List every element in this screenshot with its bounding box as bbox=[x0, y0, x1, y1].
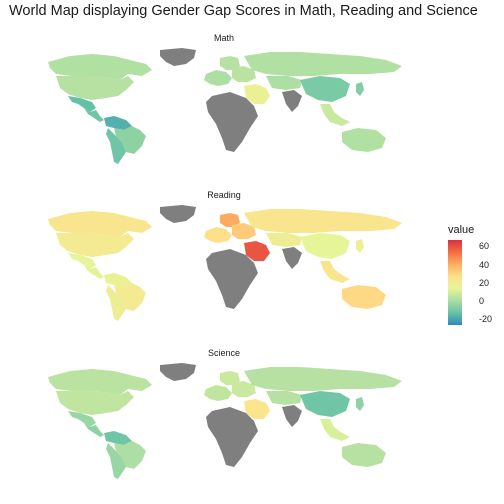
region-southeast-asia bbox=[320, 104, 350, 126]
region-central-america bbox=[84, 108, 104, 122]
region-southern-cone bbox=[106, 128, 126, 164]
legend-color-bar bbox=[448, 240, 462, 325]
region-central-america bbox=[84, 265, 104, 279]
map-panel-reading bbox=[30, 203, 418, 321]
map-svg-math bbox=[48, 48, 402, 164]
region-greenland bbox=[160, 48, 196, 66]
region-central-asia bbox=[266, 76, 302, 90]
region-northern-south-america bbox=[104, 431, 132, 445]
region-brazil bbox=[114, 126, 146, 154]
region-china bbox=[300, 76, 350, 102]
region-russia bbox=[244, 367, 402, 391]
region-india bbox=[282, 247, 302, 269]
region-russia bbox=[244, 209, 402, 233]
region-scandinavia bbox=[220, 371, 240, 385]
region-europe-west bbox=[204, 70, 232, 86]
panel-label-reading: Reading bbox=[207, 190, 241, 200]
map-panel-science bbox=[30, 361, 418, 479]
region-central-asia bbox=[266, 233, 302, 247]
region-australia bbox=[342, 443, 386, 467]
region-africa bbox=[206, 249, 258, 309]
legend-tick-mark bbox=[462, 247, 465, 249]
region-middle-east bbox=[244, 241, 270, 261]
region-scandinavia bbox=[220, 56, 240, 70]
region-southern-cone bbox=[106, 443, 126, 479]
region-africa bbox=[206, 407, 258, 467]
region-greenland bbox=[160, 363, 196, 381]
region-china bbox=[300, 233, 350, 259]
region-eastern-europe bbox=[232, 223, 256, 239]
region-southern-cone bbox=[106, 285, 126, 321]
legend-tick-label: 60 bbox=[479, 241, 490, 252]
map-panel-math bbox=[30, 46, 418, 164]
region-japan bbox=[356, 397, 364, 411]
region-mexico bbox=[68, 253, 96, 269]
legend-tick-mark bbox=[462, 283, 465, 285]
region-scandinavia bbox=[220, 213, 240, 227]
legend-tick-mark bbox=[462, 302, 465, 304]
region-brazil bbox=[114, 441, 146, 469]
region-mexico bbox=[68, 96, 96, 112]
color-legend: value 60 40 20 0 -20 bbox=[448, 224, 492, 325]
region-europe-west bbox=[204, 227, 232, 243]
region-eastern-europe bbox=[232, 381, 256, 397]
legend-tick-label: 0 bbox=[479, 296, 485, 307]
region-australia bbox=[342, 285, 386, 309]
region-australia bbox=[342, 128, 386, 152]
region-india bbox=[282, 405, 302, 427]
panel-label-math: Math bbox=[213, 33, 234, 43]
region-africa bbox=[206, 92, 258, 152]
region-central-asia bbox=[266, 391, 302, 405]
region-europe-west bbox=[204, 385, 232, 401]
panel-label-science: Science bbox=[207, 348, 241, 358]
region-northern-south-america bbox=[104, 116, 132, 130]
region-canada bbox=[48, 211, 152, 237]
region-central-america bbox=[84, 423, 104, 437]
map-svg-reading bbox=[48, 205, 402, 321]
legend-tick-label: 40 bbox=[479, 259, 490, 270]
region-japan bbox=[356, 239, 364, 253]
region-middle-east bbox=[244, 84, 270, 104]
chart-title: World Map displaying Gender Gap Scores i… bbox=[9, 3, 478, 19]
region-mexico bbox=[68, 411, 96, 427]
region-china bbox=[300, 391, 350, 417]
legend-tick-mark bbox=[462, 265, 465, 267]
legend-tick-label: -20 bbox=[479, 314, 493, 325]
region-usa bbox=[56, 76, 134, 100]
region-india bbox=[282, 90, 302, 112]
legend-tick-mark bbox=[462, 320, 465, 322]
region-southeast-asia bbox=[320, 419, 350, 441]
region-eastern-europe bbox=[232, 66, 256, 82]
legend-title: value bbox=[448, 224, 475, 236]
legend-tick-label: 20 bbox=[479, 277, 490, 288]
region-middle-east bbox=[244, 399, 270, 419]
region-greenland bbox=[160, 205, 196, 223]
region-usa bbox=[56, 391, 134, 415]
region-southeast-asia bbox=[320, 261, 350, 283]
region-northern-south-america bbox=[104, 273, 132, 287]
region-canada bbox=[48, 54, 152, 80]
region-brazil bbox=[114, 283, 146, 311]
region-canada bbox=[48, 369, 152, 395]
map-svg-science bbox=[48, 363, 402, 479]
region-japan bbox=[356, 82, 364, 96]
region-usa bbox=[56, 233, 134, 257]
region-russia bbox=[244, 52, 402, 76]
